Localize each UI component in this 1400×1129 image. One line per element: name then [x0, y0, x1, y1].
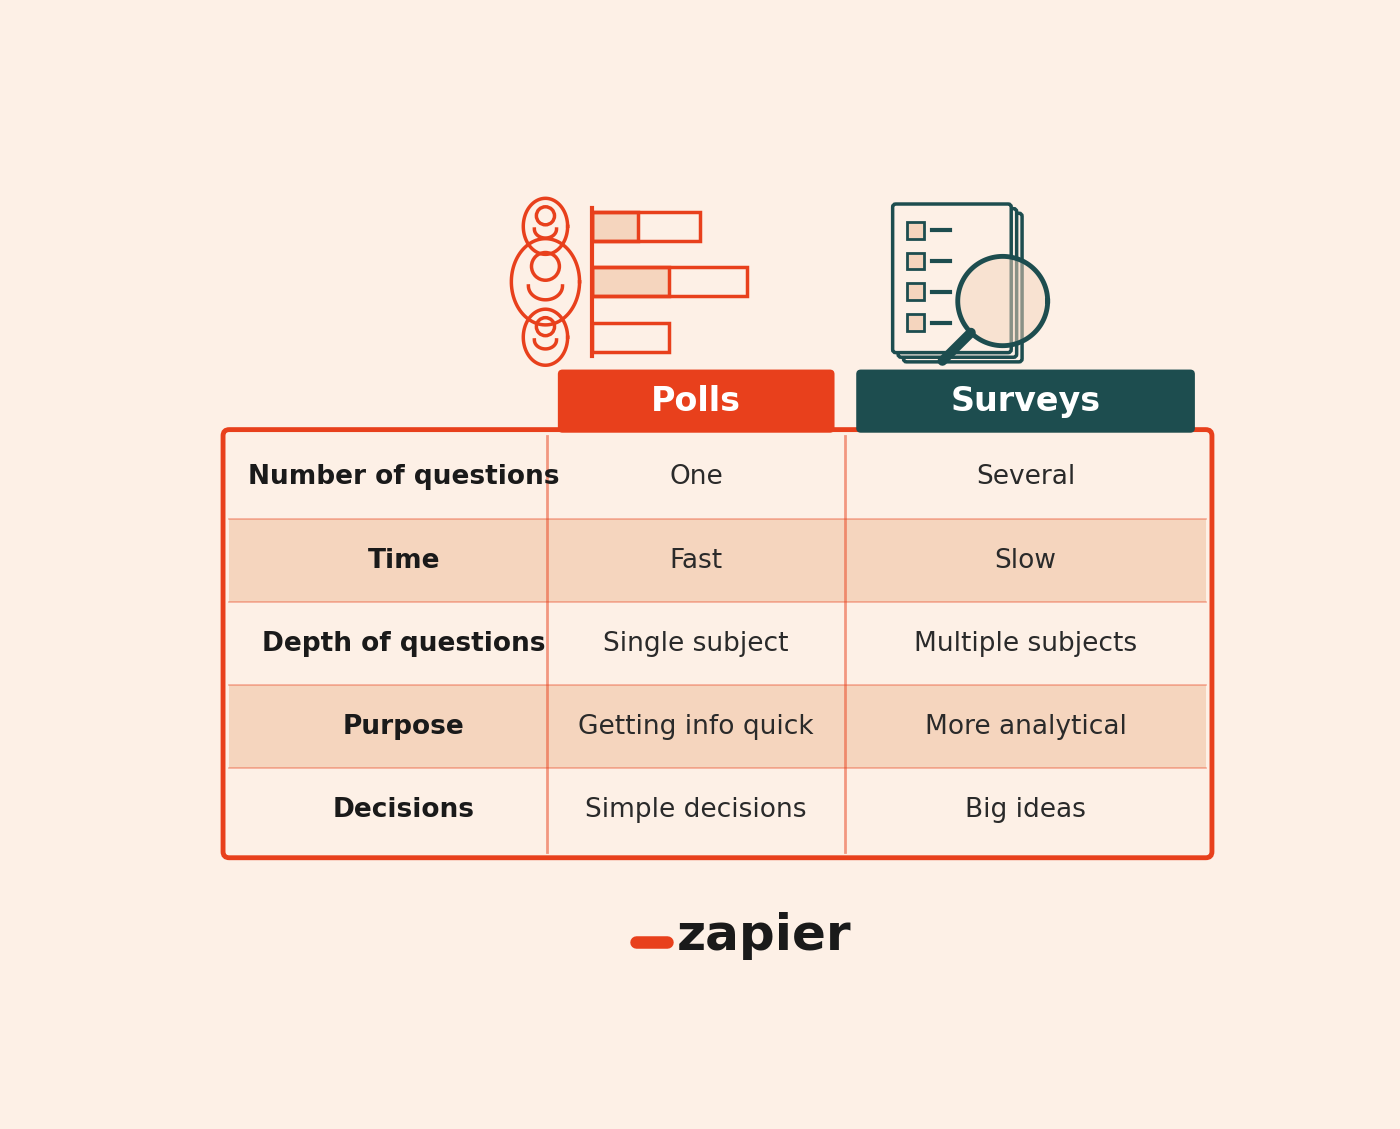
FancyBboxPatch shape [897, 209, 1016, 357]
Text: Time: Time [367, 548, 440, 574]
Bar [592, 212, 700, 240]
Circle shape [958, 256, 1047, 345]
Text: zapier: zapier [678, 912, 851, 961]
Bar [907, 221, 924, 238]
Text: Slow: Slow [994, 548, 1057, 574]
Bar [592, 323, 669, 352]
Bar [592, 212, 638, 240]
Text: Purpose: Purpose [343, 714, 465, 739]
FancyBboxPatch shape [557, 369, 834, 432]
Text: More analytical: More analytical [924, 714, 1127, 739]
Bar [592, 268, 669, 297]
FancyBboxPatch shape [893, 204, 1011, 352]
Text: Getting info quick: Getting info quick [578, 714, 813, 739]
Bar [230, 685, 1205, 769]
Text: One: One [669, 464, 722, 490]
Text: Depth of questions: Depth of questions [262, 631, 546, 657]
Bar [907, 314, 924, 331]
Text: Big ideas: Big ideas [965, 797, 1086, 823]
Text: Surveys: Surveys [951, 385, 1100, 418]
Text: Number of questions: Number of questions [248, 464, 560, 490]
Bar [230, 519, 1205, 602]
Bar [592, 268, 748, 297]
Text: Decisions: Decisions [333, 797, 475, 823]
FancyBboxPatch shape [857, 369, 1196, 432]
Text: Polls: Polls [651, 385, 741, 418]
Bar [907, 253, 924, 270]
Text: Multiple subjects: Multiple subjects [914, 631, 1137, 657]
Bar [907, 283, 924, 300]
FancyBboxPatch shape [903, 213, 1022, 362]
Text: Single subject: Single subject [603, 631, 790, 657]
Text: Simple decisions: Simple decisions [585, 797, 806, 823]
Text: Fast: Fast [669, 548, 722, 574]
Text: Several: Several [976, 464, 1075, 490]
